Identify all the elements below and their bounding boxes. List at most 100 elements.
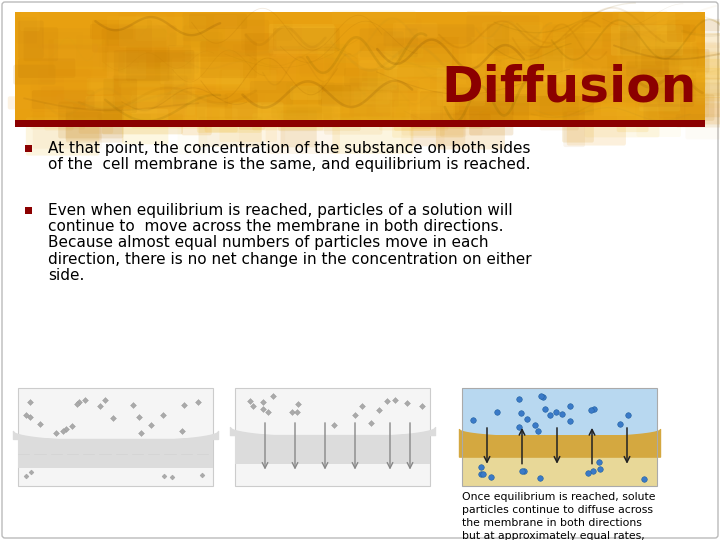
FancyBboxPatch shape [40,43,98,62]
FancyBboxPatch shape [376,93,459,113]
FancyBboxPatch shape [287,82,334,115]
FancyBboxPatch shape [276,26,336,49]
FancyBboxPatch shape [291,86,343,112]
FancyBboxPatch shape [384,31,404,46]
FancyBboxPatch shape [482,22,543,39]
FancyBboxPatch shape [318,43,369,64]
FancyBboxPatch shape [232,105,253,120]
FancyBboxPatch shape [626,62,670,77]
FancyBboxPatch shape [41,86,64,100]
FancyBboxPatch shape [701,19,720,31]
FancyBboxPatch shape [379,93,449,131]
FancyBboxPatch shape [657,93,709,117]
FancyBboxPatch shape [474,87,536,103]
FancyBboxPatch shape [307,87,366,102]
FancyBboxPatch shape [225,93,258,119]
FancyBboxPatch shape [386,30,423,58]
FancyBboxPatch shape [93,45,155,79]
FancyBboxPatch shape [487,24,509,56]
FancyBboxPatch shape [369,18,421,53]
FancyBboxPatch shape [583,71,611,99]
FancyBboxPatch shape [553,26,626,53]
FancyBboxPatch shape [32,90,94,109]
FancyBboxPatch shape [324,113,382,134]
FancyBboxPatch shape [30,116,85,130]
Bar [462,435,657,457]
FancyBboxPatch shape [271,107,332,119]
FancyBboxPatch shape [107,25,176,46]
FancyBboxPatch shape [682,68,720,98]
FancyBboxPatch shape [561,49,617,80]
FancyBboxPatch shape [137,53,166,70]
FancyBboxPatch shape [669,59,720,79]
FancyBboxPatch shape [389,62,451,100]
FancyBboxPatch shape [273,21,292,40]
FancyBboxPatch shape [510,43,563,73]
FancyBboxPatch shape [86,78,114,94]
FancyBboxPatch shape [661,33,720,56]
FancyBboxPatch shape [354,87,400,118]
FancyBboxPatch shape [199,117,262,147]
FancyBboxPatch shape [287,109,338,126]
FancyBboxPatch shape [13,65,55,85]
FancyBboxPatch shape [550,67,626,80]
FancyBboxPatch shape [539,56,607,82]
FancyBboxPatch shape [436,68,485,106]
FancyBboxPatch shape [135,15,167,41]
FancyBboxPatch shape [204,108,238,132]
FancyBboxPatch shape [119,17,184,48]
FancyBboxPatch shape [616,45,693,75]
FancyBboxPatch shape [139,37,191,59]
FancyBboxPatch shape [392,106,464,138]
FancyBboxPatch shape [623,40,697,69]
FancyBboxPatch shape [214,15,237,29]
FancyBboxPatch shape [664,90,685,122]
FancyBboxPatch shape [467,15,539,53]
FancyBboxPatch shape [418,89,454,123]
FancyBboxPatch shape [667,24,696,42]
FancyBboxPatch shape [658,78,720,114]
FancyBboxPatch shape [349,78,390,116]
FancyBboxPatch shape [459,95,501,107]
FancyBboxPatch shape [103,51,125,71]
FancyBboxPatch shape [38,70,90,92]
Bar [462,388,657,486]
FancyBboxPatch shape [78,100,113,134]
FancyBboxPatch shape [455,87,514,114]
FancyBboxPatch shape [76,36,100,66]
FancyBboxPatch shape [466,42,528,68]
FancyBboxPatch shape [107,16,147,29]
FancyBboxPatch shape [58,102,123,138]
Text: Diffusion: Diffusion [442,64,697,112]
FancyBboxPatch shape [667,20,719,35]
FancyBboxPatch shape [446,107,504,126]
FancyBboxPatch shape [650,42,693,66]
FancyBboxPatch shape [613,58,672,72]
FancyBboxPatch shape [424,46,489,82]
FancyBboxPatch shape [278,113,361,131]
FancyBboxPatch shape [172,57,249,91]
FancyBboxPatch shape [600,94,636,116]
FancyBboxPatch shape [222,70,276,90]
FancyBboxPatch shape [18,21,44,58]
FancyBboxPatch shape [464,52,494,78]
FancyBboxPatch shape [101,95,132,113]
Text: Because almost equal numbers of particles move in each: Because almost equal numbers of particle… [48,235,488,251]
FancyBboxPatch shape [620,26,640,55]
FancyBboxPatch shape [24,28,58,61]
FancyBboxPatch shape [505,26,567,40]
FancyBboxPatch shape [512,96,594,116]
FancyBboxPatch shape [339,97,410,127]
FancyBboxPatch shape [42,29,92,49]
FancyBboxPatch shape [467,11,503,43]
FancyBboxPatch shape [225,26,302,58]
FancyBboxPatch shape [245,33,274,56]
FancyBboxPatch shape [672,77,710,105]
FancyBboxPatch shape [130,90,176,113]
Bar [18,439,213,468]
FancyBboxPatch shape [361,82,390,104]
FancyBboxPatch shape [90,24,133,39]
FancyBboxPatch shape [53,39,105,69]
FancyBboxPatch shape [490,25,542,49]
FancyBboxPatch shape [189,14,247,29]
